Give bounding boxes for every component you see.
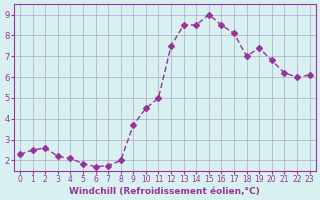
X-axis label: Windchill (Refroidissement éolien,°C): Windchill (Refroidissement éolien,°C)	[69, 187, 260, 196]
